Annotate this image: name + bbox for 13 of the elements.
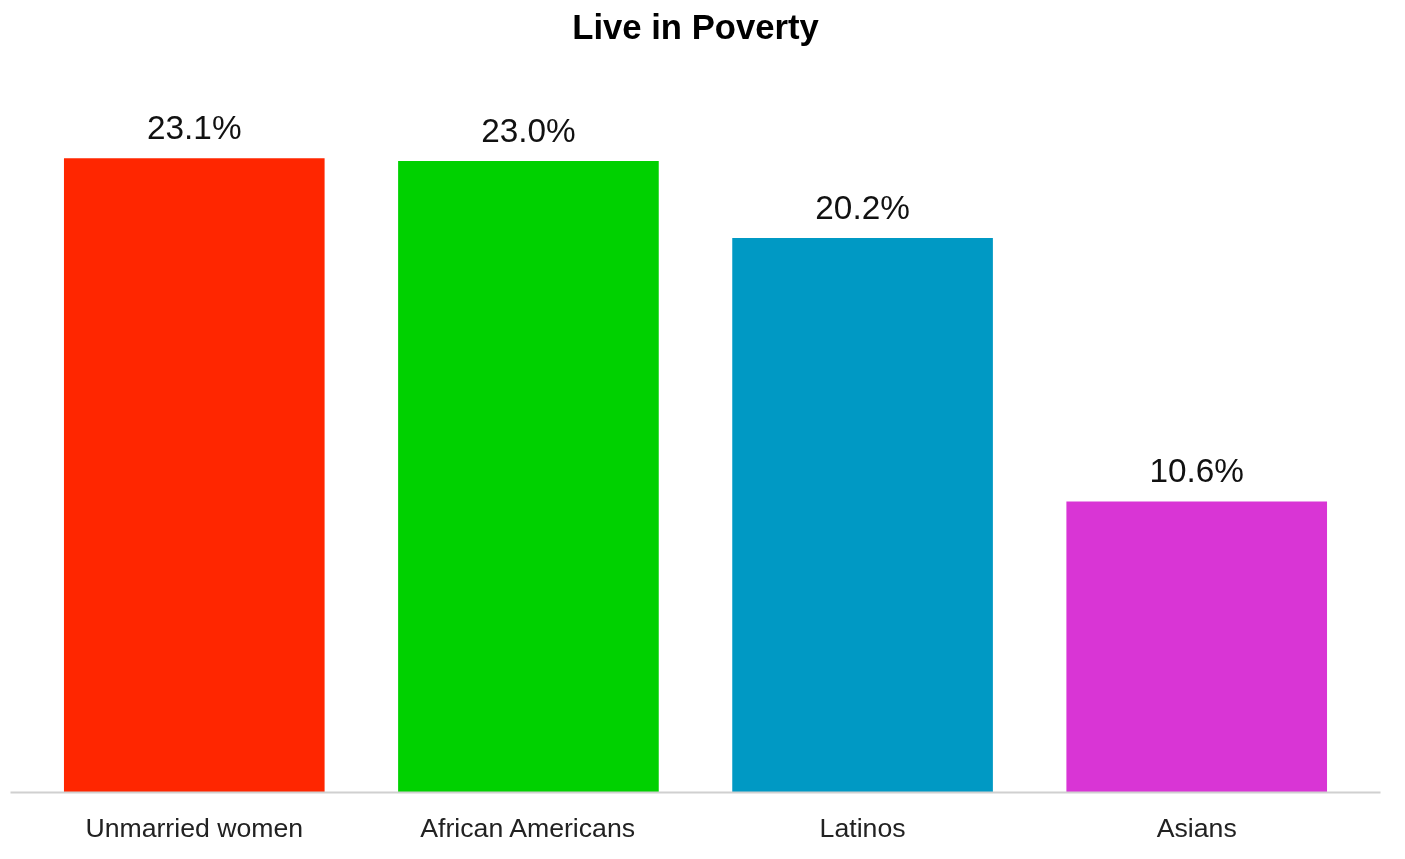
data-label: 20.2%: [815, 188, 910, 226]
data-label: 23.1%: [147, 109, 242, 147]
bar: [732, 237, 993, 793]
x-tick-label: Asians: [1156, 812, 1237, 843]
x-tick-label: Unmarried women: [85, 812, 304, 843]
data-label: 23.0%: [481, 112, 576, 150]
data-label: 10.6%: [1149, 452, 1244, 490]
bar: [1066, 501, 1328, 793]
x-tick-label: Latinos: [819, 812, 906, 843]
bar: [398, 161, 659, 793]
bar: [63, 158, 325, 793]
x-tick-label: African Americans: [420, 812, 636, 843]
chart-title: Live in Poverty: [572, 7, 820, 46]
